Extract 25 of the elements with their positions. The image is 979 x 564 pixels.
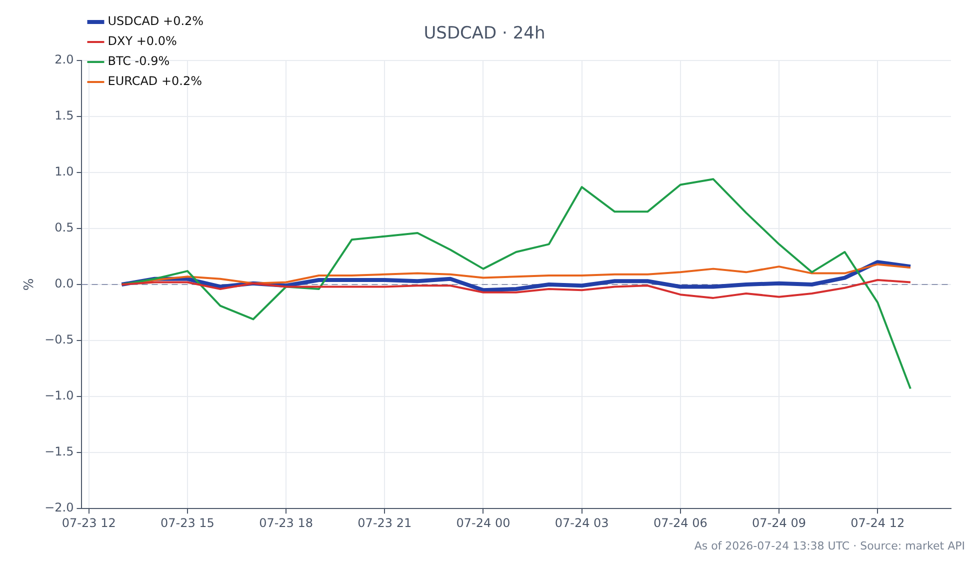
x-tick-label: 07-24 00: [456, 516, 510, 530]
x-tick-label: 07-24 06: [653, 516, 708, 530]
y-tick-label: 1.5: [54, 108, 74, 123]
legend-label: BTC -0.9%: [108, 54, 170, 68]
y-tick-label: −1.5: [44, 444, 74, 459]
y-tick-label: 1.0: [54, 164, 74, 179]
chart-title: USDCAD · 24h: [424, 24, 546, 44]
x-tick-label: 07-23 15: [160, 516, 214, 530]
legend-label: DXY +0.0%: [108, 34, 177, 48]
x-tick-label: 07-24 12: [850, 516, 905, 530]
text: As of 2026-07-24 13:38 UTC · Source: market API: [694, 539, 965, 552]
x-tick-label: 07-24 09: [752, 516, 806, 530]
legend-label: EURCAD +0.2%: [108, 74, 202, 88]
y-tick-label: 0.5: [54, 220, 74, 235]
legend-label: USDCAD +0.2%: [108, 14, 204, 28]
x-tick-label: 07-23 18: [259, 516, 314, 530]
y-tick-label: 0.0: [54, 276, 74, 291]
y-tick-label: −2.0: [44, 500, 74, 515]
y-tick-label: −1.0: [44, 388, 74, 403]
x-tick-label: 07-23 21: [358, 516, 412, 530]
y-tick-label: −0.5: [44, 332, 74, 347]
x-tick-label: 07-24 03: [554, 516, 609, 530]
y-tick-label: 2.0: [54, 52, 74, 67]
y-axis-title: %: [22, 278, 38, 291]
x-tick-label: 07-23 12: [62, 516, 116, 530]
